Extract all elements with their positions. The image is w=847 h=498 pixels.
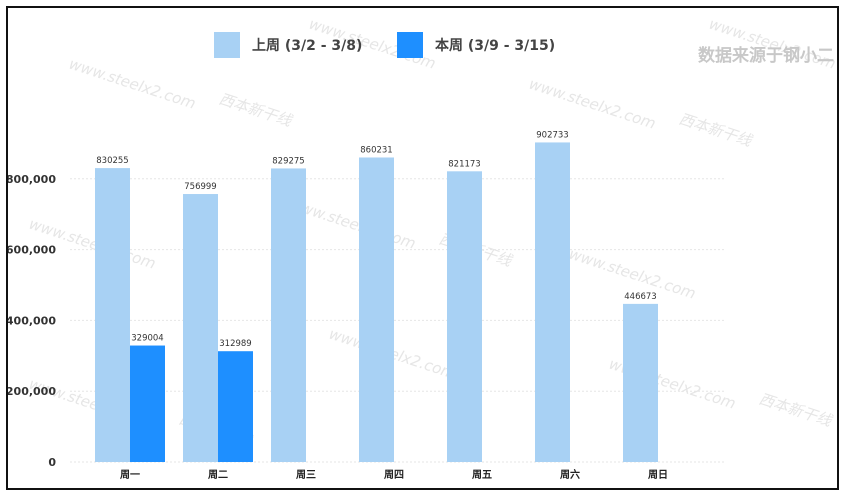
data-label: 821173 bbox=[448, 159, 480, 169]
data-label: 902733 bbox=[536, 130, 568, 140]
data-label: 756999 bbox=[184, 182, 216, 192]
bar-this-week[interactable] bbox=[218, 351, 253, 462]
data-label: 860231 bbox=[360, 145, 392, 155]
gridlines bbox=[70, 178, 724, 463]
y-tick-label: 600,000 bbox=[8, 244, 56, 257]
data-label: 829275 bbox=[272, 156, 304, 166]
legend-label-this-week[interactable]: 本周 (3/9 - 3/15) bbox=[435, 37, 555, 54]
x-tick-label: 周四 bbox=[384, 469, 404, 481]
bar-last-week[interactable] bbox=[183, 194, 218, 463]
bar-last-week[interactable] bbox=[623, 303, 658, 462]
bar-last-week[interactable] bbox=[447, 171, 482, 463]
y-tick-label: 0 bbox=[48, 456, 56, 469]
legend-swatch-last-week[interactable] bbox=[214, 32, 240, 58]
y-tick-label: 800,000 bbox=[8, 173, 56, 186]
watermark-brand: 西本新干线 bbox=[757, 390, 836, 431]
watermark-text: www.steelx2.com bbox=[287, 195, 418, 253]
data-label: 446673 bbox=[624, 292, 656, 302]
watermark-brand: 西本新干线 bbox=[217, 90, 296, 131]
data-label: 329004 bbox=[131, 334, 163, 344]
bar-chart: www.steelx2.com 西本新干线 www.steelx2.com www.s… bbox=[8, 15, 838, 481]
bar-last-week[interactable] bbox=[535, 142, 570, 463]
watermark-text: www.steelx2.com bbox=[527, 75, 658, 133]
watermark-text: www.steelx2.com bbox=[67, 55, 198, 113]
y-tick-label: 400,000 bbox=[8, 314, 56, 327]
x-tick-label: 周二 bbox=[208, 469, 228, 481]
watermark-brand: 西本新干线 bbox=[677, 110, 756, 151]
y-tick-label: 200,000 bbox=[8, 385, 56, 398]
x-tick-label: 周三 bbox=[296, 469, 316, 481]
legend-label-last-week[interactable]: 上周 (3/2 - 3/8) bbox=[252, 38, 362, 54]
y-axis: 0 200,000 400,000 600,000 800,000 bbox=[8, 173, 56, 469]
legend-swatch-this-week[interactable] bbox=[397, 32, 423, 58]
chart-frame: www.steelx2.com 西本新干线 www.steelx2.com www.s… bbox=[6, 6, 839, 490]
data-label: 830255 bbox=[96, 156, 128, 166]
bar-last-week[interactable] bbox=[271, 168, 306, 462]
x-tick-label: 周五 bbox=[472, 469, 492, 481]
bar-last-week[interactable] bbox=[359, 157, 394, 463]
bar-last-week[interactable] bbox=[95, 168, 130, 463]
legend: 上周 (3/2 - 3/8) 本周 (3/9 - 3/15) bbox=[214, 32, 555, 58]
x-tick-label: 周六 bbox=[560, 468, 580, 481]
data-label: 312989 bbox=[219, 339, 251, 349]
bars bbox=[95, 142, 658, 463]
x-axis: 周一 周二 周三 周四 周五 周六 周日 bbox=[120, 468, 668, 481]
x-tick-label: 周一 bbox=[120, 469, 140, 481]
x-tick-label: 周日 bbox=[648, 469, 668, 481]
data-labels: 830255 756999 829275 860231 821173 902733 4466… bbox=[96, 130, 656, 349]
bar-this-week[interactable] bbox=[130, 345, 165, 462]
source-note: 数据来源于钢小二 bbox=[698, 45, 834, 66]
